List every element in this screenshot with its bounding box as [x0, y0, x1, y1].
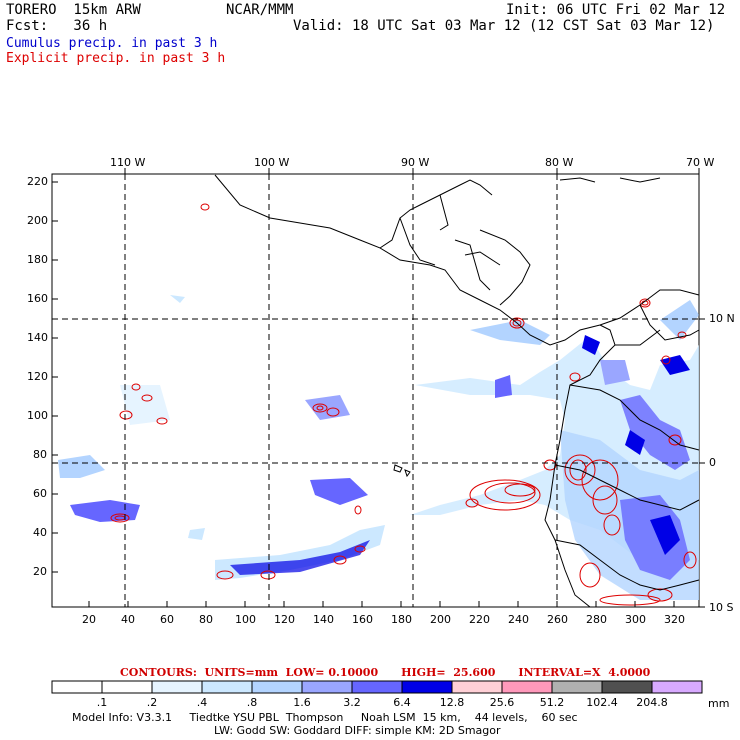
x-grid-label: 280: [586, 613, 607, 626]
legend-cumulus: Cumulus precip. in past 3 h: [6, 36, 218, 51]
model-info-line1: Model Info: V3.3.1 Tiedtke YSU PBL Thomp…: [72, 711, 578, 724]
y-grid-label: 60: [33, 487, 47, 500]
colorbar-unit: mm: [708, 697, 730, 710]
x-grid-label: 220: [469, 613, 490, 626]
y-grid-label: 200: [27, 214, 48, 227]
y-grid-label: 180: [27, 253, 48, 266]
colorbar-label: 6.4: [393, 696, 411, 709]
init-time: Init: 06 UTC Fri 02 Mar 12: [506, 2, 726, 18]
organization: NCAR/MMM: [226, 2, 294, 18]
colorbar-label: 3.2: [343, 696, 361, 709]
model-info-line2: LW: Godd SW: Goddard DIFF: simple KM: 2D…: [214, 724, 501, 737]
x-grid-label: 240: [508, 613, 529, 626]
y-grid-label: 160: [27, 292, 48, 305]
x-grid-label: 100: [235, 613, 256, 626]
x-grid-label: 300: [625, 613, 646, 626]
x-grid-label: 40: [121, 613, 135, 626]
x-grid-label: 180: [391, 613, 412, 626]
colorbar-bin: [101, 680, 153, 694]
y-grid-label: 40: [33, 526, 47, 539]
lon-label: 110 W: [110, 156, 146, 169]
x-grid-label: 120: [274, 613, 295, 626]
y-grid-label: 120: [27, 370, 48, 383]
lat-label: 10 N: [709, 312, 735, 325]
x-grid-label: 80: [199, 613, 213, 626]
lat-label: 10 S: [709, 601, 734, 614]
colorbar-bin: [651, 680, 703, 694]
colorbar: [51, 680, 703, 694]
forecast-hour: Fcst: 36 h: [6, 18, 108, 34]
x-grid-label: 200: [430, 613, 451, 626]
lon-label: 70 W: [686, 156, 715, 169]
y-grid-label: 100: [27, 409, 48, 422]
colorbar-bin: [251, 680, 303, 694]
contour-info: CONTOURS: UNITS=mm LOW= 0.10000 HIGH= 25…: [120, 666, 651, 679]
colorbar-bin: [151, 680, 203, 694]
y-grid-label: 140: [27, 331, 48, 344]
frame-ticks: [52, 168, 705, 608]
lon-label: 100 W: [254, 156, 290, 169]
y-grid-label: 220: [27, 175, 48, 188]
colorbar-label: 12.8: [439, 696, 465, 709]
colorbar-label: 1.6: [293, 696, 311, 709]
colorbar-label: 25.6: [489, 696, 515, 709]
x-grid-label: 260: [547, 613, 568, 626]
x-grid-label: 160: [352, 613, 373, 626]
lon-label: 80 W: [545, 156, 574, 169]
colorbar-bin: [501, 680, 553, 694]
colorbar-label: 204.8: [636, 696, 668, 709]
colorbar-label: 51.2: [539, 696, 565, 709]
colorbar-label: .4: [196, 696, 208, 709]
colorbar-bin: [301, 680, 353, 694]
model-title: TORERO 15km ARW: [6, 2, 141, 18]
colorbar-bin: [601, 680, 653, 694]
lat-label: 0: [709, 456, 716, 469]
lat-lon-grid: [52, 174, 699, 607]
lon-label: 90 W: [401, 156, 430, 169]
coastlines: [214, 174, 700, 608]
colorbar-bin: [551, 680, 603, 694]
y-grid-label: 20: [33, 565, 47, 578]
colorbar-label: 102.4: [586, 696, 618, 709]
x-grid-label: 140: [313, 613, 334, 626]
colorbar-bin: [451, 680, 503, 694]
y-grid-label: 80: [33, 448, 47, 461]
legend-explicit: Explicit precip. in past 3 h: [6, 51, 226, 66]
colorbar-label: .1: [96, 696, 108, 709]
colorbar-bin: [401, 680, 453, 694]
colorbar-bin: [351, 680, 403, 694]
valid-time: Valid: 18 UTC Sat 03 Mar 12 (12 CST Sat …: [293, 18, 715, 34]
colorbar-bin: [51, 680, 103, 694]
x-grid-label: 320: [664, 613, 685, 626]
colorbar-label: .8: [246, 696, 258, 709]
colorbar-bin: [201, 680, 253, 694]
colorbar-label: .2: [146, 696, 158, 709]
x-grid-label: 60: [160, 613, 174, 626]
x-grid-label: 20: [82, 613, 96, 626]
